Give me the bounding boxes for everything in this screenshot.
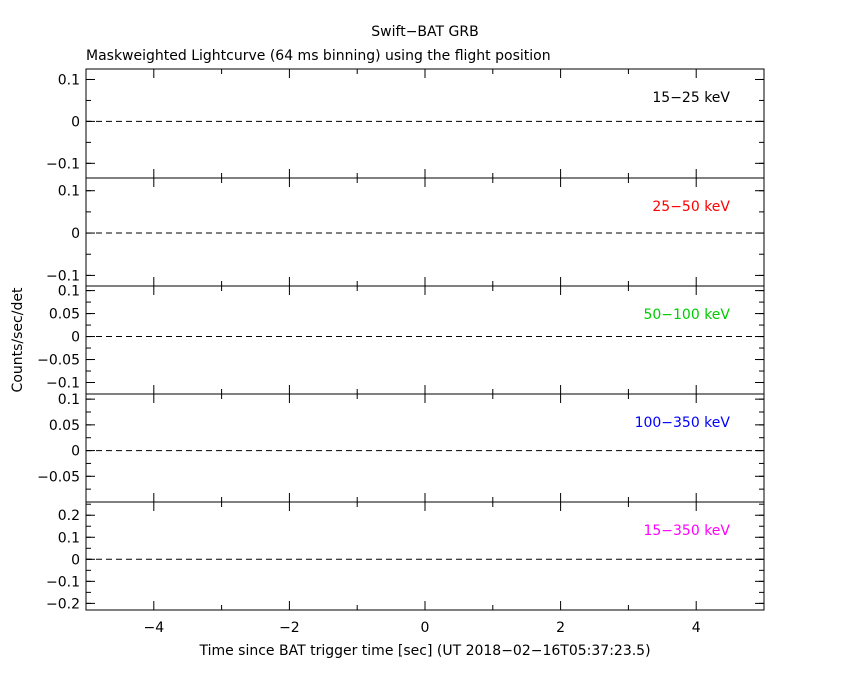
y-tick-label: 0 [71, 444, 80, 460]
x-tick-label: 0 [421, 620, 430, 636]
panel-frame [85, 285, 765, 395]
y-tick-label: −0.05 [37, 353, 80, 369]
band-label: 25−50 keV [652, 199, 730, 215]
y-tick-label: 0.1 [58, 530, 80, 546]
panel-frame [85, 501, 765, 611]
band-label: 15−25 keV [652, 90, 730, 106]
x-tick-label: −2 [279, 620, 300, 636]
band-label: 15−350 keV [643, 523, 730, 539]
y-tick-label: 0.2 [58, 508, 80, 524]
y-tick-label: 0.05 [49, 307, 80, 323]
y-tick-label: 0.1 [58, 284, 80, 300]
y-tick-label: 0.05 [49, 418, 80, 434]
y-tick-label: −0.2 [46, 596, 80, 612]
y-tick-label: 0.1 [58, 392, 80, 408]
y-tick-label: 0 [71, 552, 80, 568]
y-tick-label: 0 [71, 114, 80, 130]
y-tick-label: −0.05 [37, 469, 80, 485]
y-tick-label: −0.1 [46, 376, 80, 392]
band-label: 50−100 keV [643, 307, 730, 323]
panel-frame [85, 68, 765, 179]
x-tick-label: −4 [143, 620, 164, 636]
y-tick-label: 0.1 [58, 72, 80, 88]
y-tick-label: −0.1 [46, 156, 80, 172]
y-tick-label: 0.1 [58, 184, 80, 200]
band-label: 100−350 keV [635, 415, 731, 431]
panel-frame [85, 393, 765, 503]
panels-group: −0.1 0 0.1 15−25 keV −0.1 0 0.1 25−50 keV −0.1 −0… [37, 68, 765, 636]
chart-title: Swift−BAT GRB [371, 24, 478, 40]
panel-frame [85, 177, 765, 287]
y-tick-label: 0 [71, 330, 80, 346]
x-tick-label: 2 [556, 620, 565, 636]
y-tick-label: −0.1 [46, 268, 80, 284]
x-axis-label: Time since BAT trigger time [sec] (UT 20… [198, 643, 650, 659]
y-tick-label: 0 [71, 226, 80, 242]
chart-subtitle: Maskweighted Lightcurve (64 ms binning) … [86, 48, 551, 64]
y-tick-label: −0.1 [46, 574, 80, 590]
x-tick-label: 4 [692, 620, 701, 636]
y-axis-label: Counts/sec/det [10, 287, 26, 392]
